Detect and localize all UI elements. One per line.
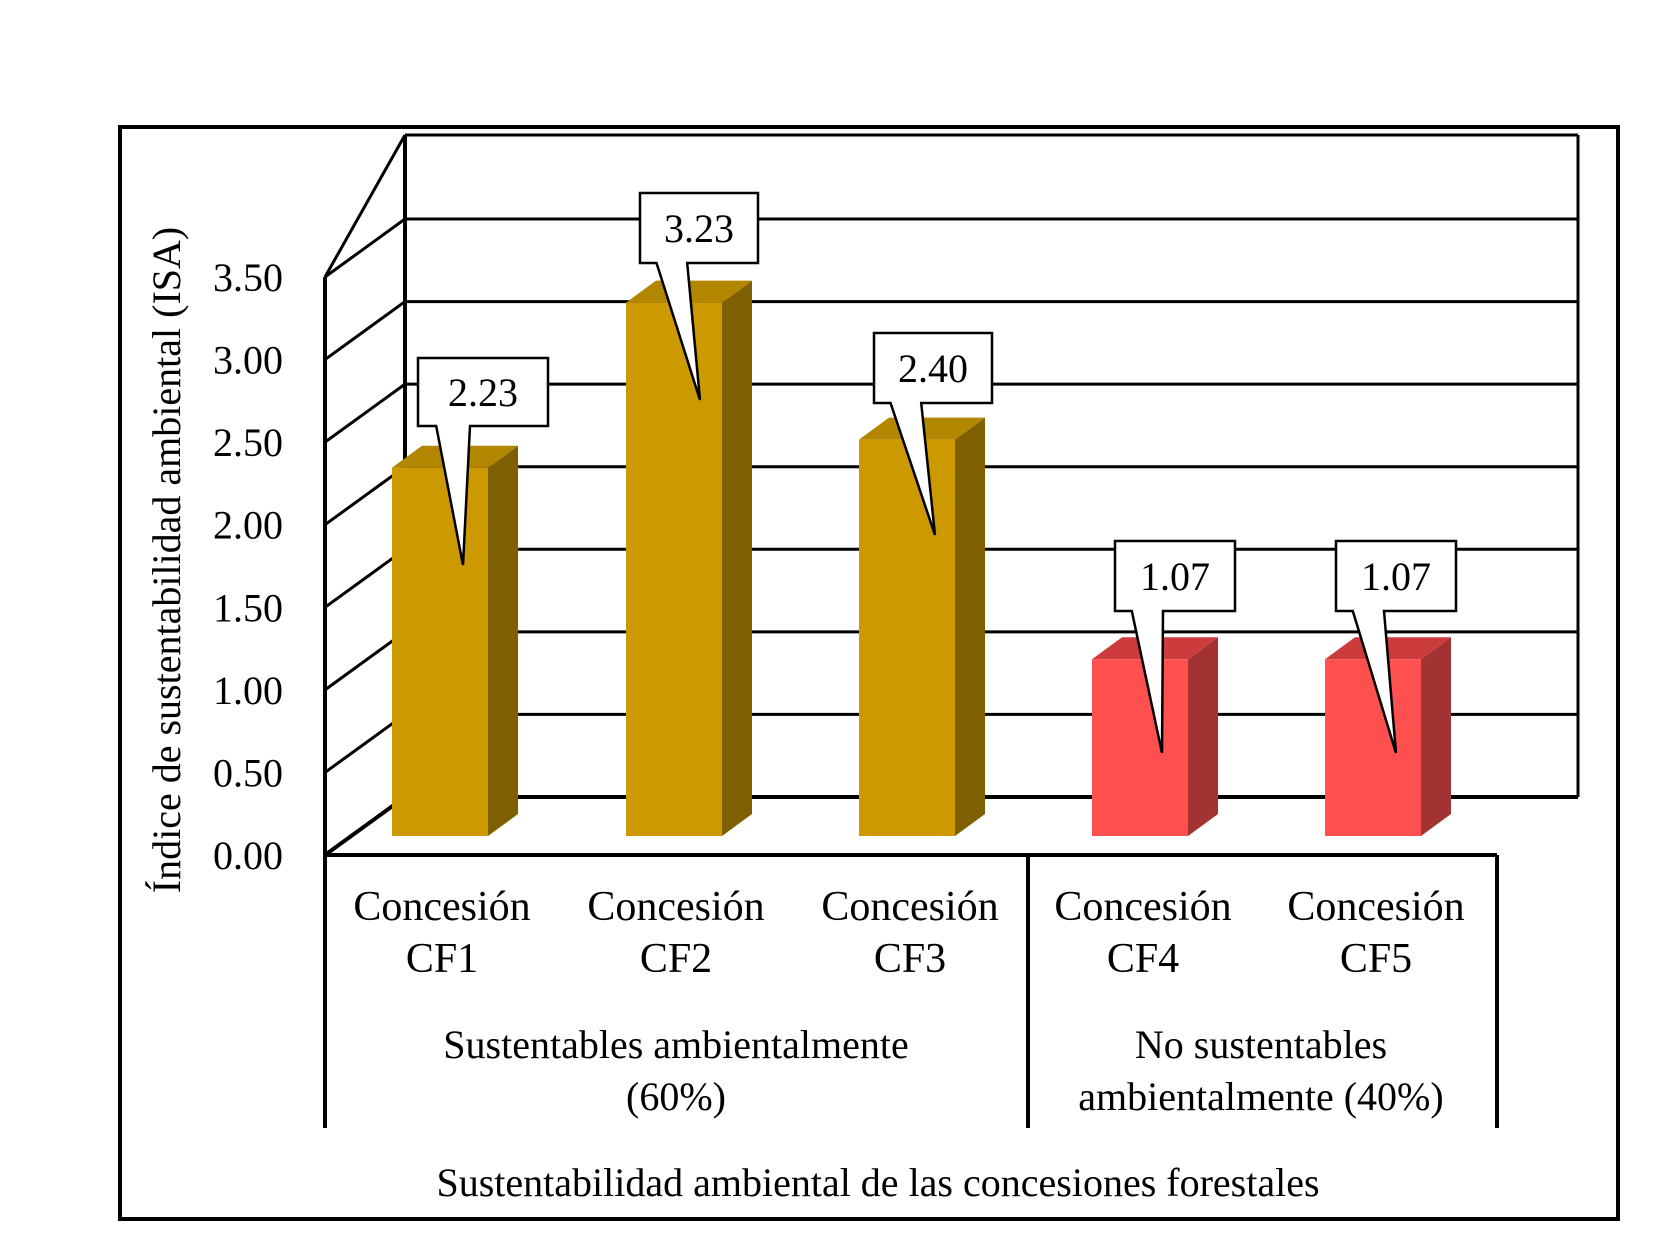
gridline-side: [324, 382, 406, 444]
group-label: Sustentables ambientalmente: [443, 1022, 908, 1067]
x-category-label: CF4: [1107, 936, 1179, 982]
data-label: 2.40: [898, 346, 968, 391]
data-label: 3.23: [664, 206, 734, 251]
y-tick-label: 2.50: [213, 420, 283, 465]
group-label: No sustentables: [1135, 1022, 1387, 1067]
y-tick-label: 0.50: [213, 750, 283, 795]
gridline-side: [324, 548, 406, 609]
bars: [392, 280, 1451, 836]
x-category-label: Concesión: [353, 884, 530, 930]
floor-side-edge: [323, 795, 407, 857]
bar: [392, 467, 488, 836]
y-tick-label: 2.00: [213, 503, 283, 548]
category-groups: Sustentables ambientalmente (60%) No suste…: [323, 855, 1499, 1128]
bar-side: [1188, 637, 1218, 836]
x-category-label: Concesión: [587, 884, 764, 930]
gridline-side: [324, 217, 406, 279]
data-label-callout: [872, 331, 994, 536]
x-category-label: CF1: [406, 936, 478, 982]
x-axis-categories: Concesión CF1 Concesión CF2 Concesión CF3 Conc…: [353, 884, 1464, 982]
data-label-callout: [1113, 539, 1237, 754]
y-tick-label: 0.00: [213, 833, 283, 878]
x-category-label: CF2: [640, 936, 712, 982]
x-category-label: Concesión: [1054, 884, 1231, 930]
group-label: (60%): [626, 1074, 726, 1119]
data-label-callout: [638, 191, 760, 401]
y-axis-title: Índice de sustentabilidad ambiental (ISA…: [144, 227, 189, 893]
bar: [626, 302, 722, 836]
x-axis-title: Sustentabilidad ambiental de las concesi…: [436, 1160, 1319, 1205]
bar-side: [488, 445, 518, 836]
bar-side: [722, 280, 752, 836]
data-label-callout: [416, 356, 550, 566]
y-tick-label: 1.00: [213, 668, 283, 713]
gridline-side: [324, 630, 406, 692]
y-tick-label: 1.50: [213, 585, 283, 630]
x-category-label: Concesión: [1287, 884, 1464, 930]
y-tick-label: 3.00: [213, 338, 283, 383]
data-label: 1.07: [1361, 554, 1431, 599]
y-axis-ticks: 0.00 0.50 1.00 1.50 2.00 2.50 3.00 3.50: [213, 255, 283, 878]
bar: [1325, 659, 1421, 836]
x-category-label: CF5: [1340, 936, 1412, 982]
gridline-side: [324, 713, 406, 774]
data-labels: 2.23 3.23 2.40 1.07 1.07: [416, 191, 1458, 754]
gridline-side-top: [323, 134, 407, 278]
gridline-side: [324, 300, 406, 361]
bar-side: [1421, 637, 1451, 836]
data-label-callout: [1334, 539, 1458, 754]
data-label: 1.07: [1140, 554, 1210, 599]
group-label: ambientalmente (40%): [1078, 1074, 1443, 1119]
gridline-side: [324, 465, 406, 526]
bar-side: [955, 417, 985, 836]
x-category-label: CF3: [874, 936, 946, 982]
x-category-label: Concesión: [821, 884, 998, 930]
bar: [1092, 659, 1188, 836]
data-label: 2.23: [448, 370, 518, 415]
y-tick-label: 3.50: [213, 255, 283, 300]
bar: [859, 439, 955, 836]
